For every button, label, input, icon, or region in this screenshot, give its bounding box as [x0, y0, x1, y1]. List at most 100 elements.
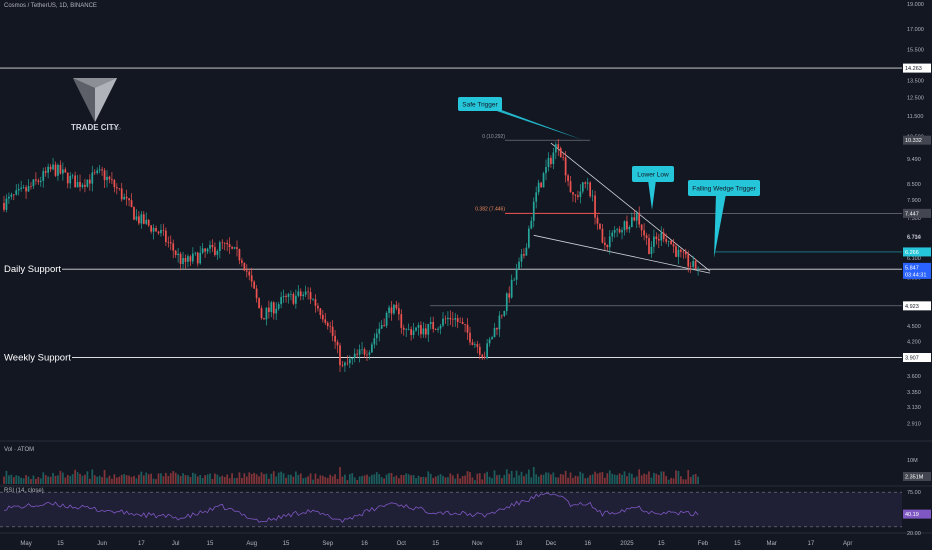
volume-bar — [439, 474, 442, 484]
volume-bar — [172, 471, 175, 484]
candle-body — [361, 349, 363, 350]
weekly-support-label: Weekly Support — [4, 353, 71, 364]
x-tick-label: May — [20, 541, 31, 547]
x-tick-label: Dec — [546, 541, 557, 547]
volume-bar — [88, 478, 91, 484]
candle-body — [312, 299, 314, 300]
volume-bar — [304, 477, 307, 484]
volume-bar — [130, 477, 133, 484]
candle-body — [449, 317, 452, 320]
volume-bar — [454, 478, 457, 484]
volume-bar — [388, 473, 390, 484]
lower-low-callout — [632, 166, 674, 182]
volume-bar — [405, 473, 408, 484]
candle-body — [142, 214, 145, 224]
volume-bar — [277, 472, 280, 484]
candle-body — [498, 315, 501, 330]
volume-bar — [667, 479, 670, 484]
candle-body — [140, 214, 143, 224]
candle-body — [182, 257, 184, 264]
volume-bar — [47, 476, 50, 484]
volume-bar — [263, 474, 265, 484]
candle-body — [71, 175, 74, 177]
volume-bar — [86, 471, 89, 484]
candle-body — [417, 325, 420, 328]
volume-bar — [662, 471, 665, 484]
volume-bar — [12, 477, 15, 484]
volume-bar — [98, 475, 101, 484]
candle-body — [510, 279, 513, 298]
candle-body — [265, 307, 268, 320]
volume-bar — [329, 474, 332, 484]
volume-bar — [385, 474, 388, 484]
candle-body — [363, 349, 366, 355]
volume-bar — [71, 474, 74, 484]
candle-body — [601, 228, 604, 243]
candle-body — [248, 271, 251, 276]
price-badge-label: 3.907 — [905, 356, 919, 362]
volume-bar — [628, 472, 631, 484]
volume-bar — [589, 475, 592, 484]
x-tick-label: Aug — [246, 541, 257, 547]
candle-body — [439, 325, 442, 329]
volume-bar — [241, 478, 243, 484]
volume-bar — [69, 475, 72, 484]
volume-bar — [292, 476, 295, 484]
candle-body — [42, 171, 45, 181]
volume-bar — [393, 476, 395, 484]
candle-body — [689, 266, 692, 268]
volume-bar — [30, 479, 32, 484]
volume-bar — [395, 475, 398, 484]
candle-body — [147, 219, 150, 226]
volume-bar — [422, 476, 425, 484]
candle-body — [341, 365, 344, 366]
price-tick-label: 17.000 — [907, 27, 924, 33]
candle-body — [488, 339, 491, 344]
volume-bar — [42, 472, 45, 484]
volume-bar — [346, 480, 349, 484]
volume-bar — [204, 475, 206, 484]
volume-bar — [596, 473, 599, 484]
candle-body — [49, 166, 52, 170]
volume-bar — [280, 471, 282, 484]
x-tick-label: Feb — [698, 541, 709, 547]
candle-body — [228, 244, 231, 248]
logo-sub: PRO — [112, 126, 121, 131]
volume-bar — [633, 477, 636, 484]
volume-bar — [601, 471, 604, 484]
volume-bar — [35, 478, 37, 484]
volume-bar — [660, 471, 663, 484]
callout-pointer — [714, 194, 726, 258]
volume-bar — [255, 474, 258, 484]
candle-body — [292, 293, 295, 304]
x-tick-label: 16 — [584, 541, 591, 547]
candle-body — [451, 319, 454, 320]
volume-bar — [52, 472, 54, 484]
candle-body — [611, 232, 614, 237]
volume-bar — [542, 474, 545, 484]
volume-bar — [486, 471, 489, 484]
volume-bar — [424, 477, 427, 484]
volume-bar — [530, 477, 533, 484]
volume-bar — [194, 473, 197, 484]
volume-bar — [586, 477, 589, 484]
volume-bar — [25, 475, 27, 484]
fib-label: 0.382 (7.446) — [475, 206, 505, 212]
candle-body — [550, 157, 552, 165]
candle-body — [290, 293, 292, 295]
price-badge-label: 6.714 — [907, 235, 921, 241]
candle-body — [216, 251, 219, 255]
volume-bar — [167, 475, 170, 484]
volume-bar — [44, 475, 47, 484]
candle-body — [613, 230, 616, 233]
candle-body — [383, 325, 385, 326]
volume-bar — [312, 479, 314, 484]
volume-bar — [559, 474, 562, 484]
candle-body — [231, 247, 233, 249]
candle-body — [474, 344, 476, 345]
candle-body — [280, 296, 282, 305]
volume-bar — [187, 475, 189, 484]
candle-body — [680, 249, 682, 252]
candle-body — [540, 182, 542, 188]
